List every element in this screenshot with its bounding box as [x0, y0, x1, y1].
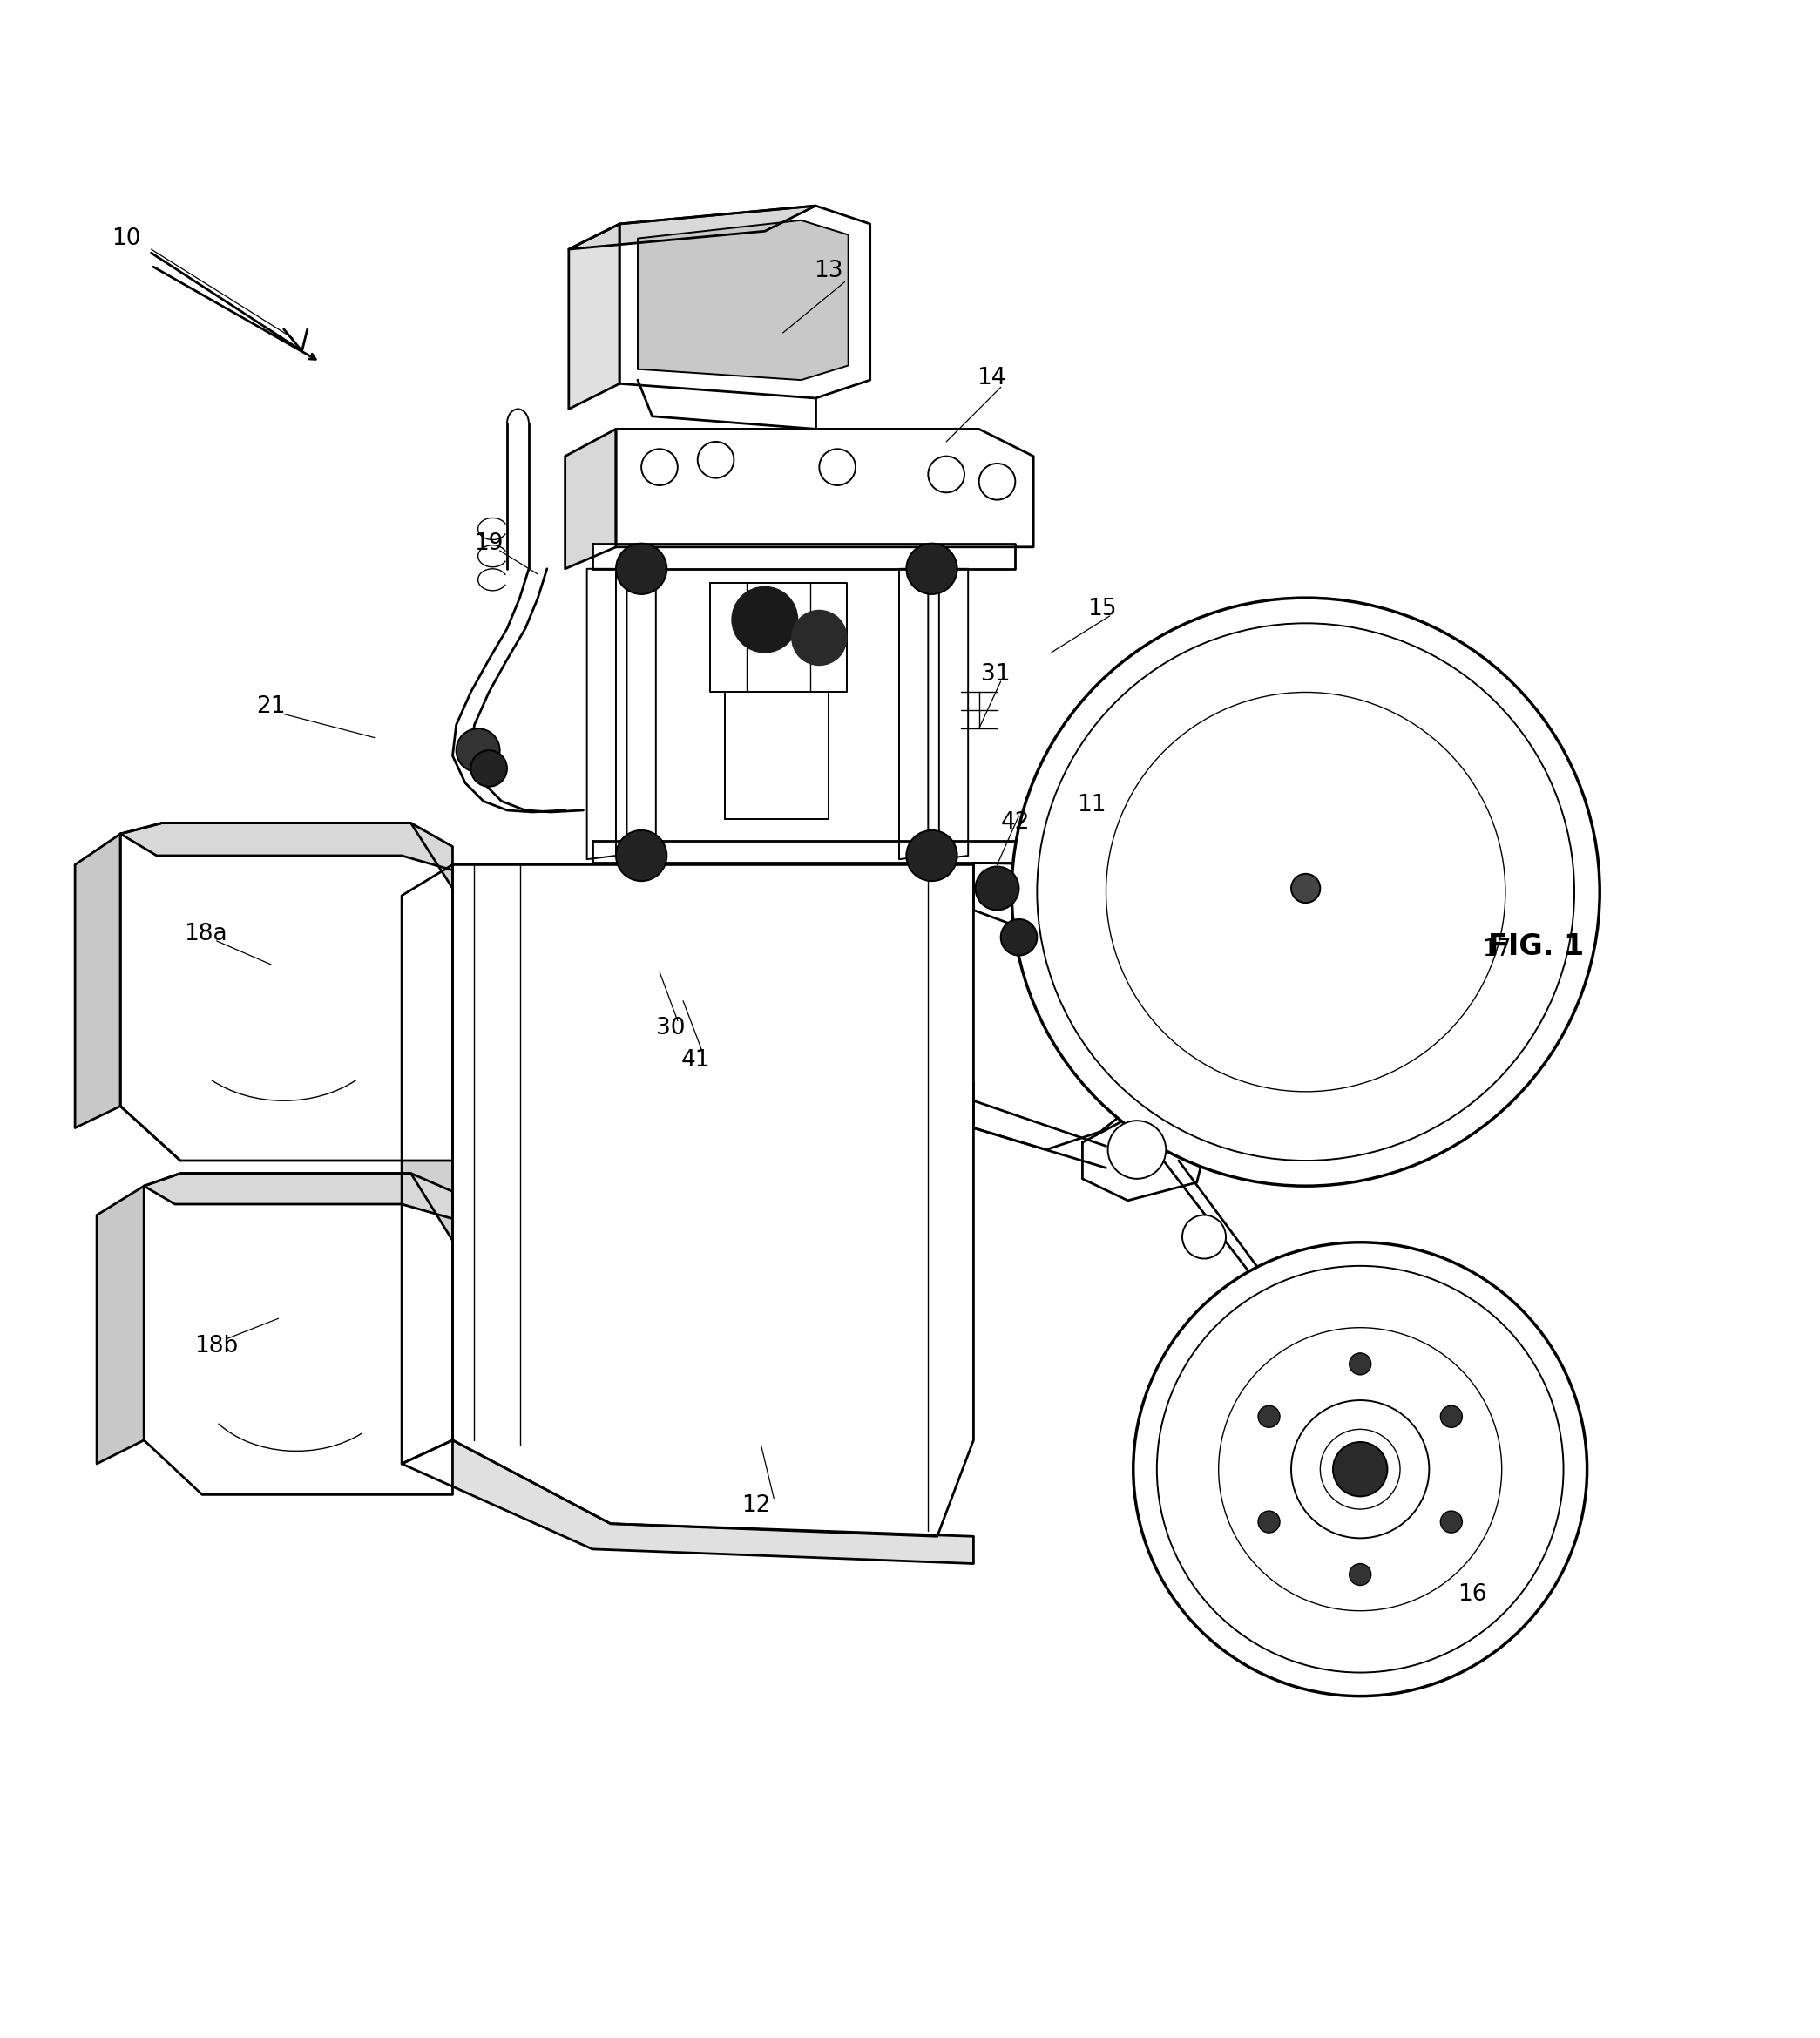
Circle shape	[1440, 1510, 1461, 1533]
Circle shape	[615, 829, 666, 880]
Text: 11: 11	[1077, 793, 1107, 815]
Polygon shape	[402, 1441, 974, 1563]
Text: 41: 41	[681, 1050, 710, 1072]
Circle shape	[792, 611, 846, 664]
Text: 13: 13	[814, 259, 843, 283]
Circle shape	[976, 866, 1019, 911]
Text: 16: 16	[1458, 1584, 1487, 1606]
Circle shape	[471, 750, 508, 787]
Text: FIG. 1: FIG. 1	[1489, 931, 1583, 960]
Circle shape	[1440, 1406, 1461, 1427]
Circle shape	[1037, 624, 1574, 1160]
Polygon shape	[144, 1174, 453, 1219]
Polygon shape	[626, 569, 655, 860]
Polygon shape	[120, 823, 453, 870]
Circle shape	[1219, 1327, 1502, 1610]
Polygon shape	[615, 430, 1034, 546]
Polygon shape	[619, 206, 870, 397]
Polygon shape	[402, 864, 453, 1463]
Circle shape	[1183, 1215, 1227, 1259]
Polygon shape	[75, 834, 120, 1127]
Polygon shape	[939, 569, 968, 860]
Circle shape	[1108, 1121, 1167, 1178]
Circle shape	[1332, 1443, 1387, 1496]
Polygon shape	[566, 430, 615, 569]
Circle shape	[1001, 919, 1037, 956]
Circle shape	[641, 448, 677, 485]
Polygon shape	[1083, 1101, 1210, 1200]
Circle shape	[1012, 597, 1600, 1186]
Polygon shape	[592, 842, 1016, 862]
Polygon shape	[568, 206, 815, 249]
Circle shape	[906, 829, 957, 880]
Text: 30: 30	[655, 1017, 684, 1039]
Polygon shape	[974, 862, 1110, 937]
Circle shape	[1134, 1243, 1587, 1696]
Polygon shape	[568, 224, 619, 410]
Polygon shape	[592, 544, 1016, 569]
Circle shape	[819, 448, 855, 485]
Polygon shape	[974, 964, 1183, 1149]
Circle shape	[1107, 693, 1505, 1092]
Text: 14: 14	[977, 367, 1006, 389]
Circle shape	[1258, 1510, 1279, 1533]
Text: 19: 19	[475, 532, 504, 554]
Polygon shape	[96, 1186, 144, 1463]
Polygon shape	[453, 864, 974, 1537]
Text: 31: 31	[981, 662, 1010, 685]
Polygon shape	[586, 569, 615, 860]
Circle shape	[732, 587, 797, 652]
Circle shape	[1349, 1563, 1370, 1586]
Text: 10: 10	[111, 226, 140, 251]
Text: 12: 12	[741, 1494, 770, 1516]
Text: 21: 21	[257, 695, 286, 717]
Circle shape	[615, 544, 666, 595]
Text: 18b: 18b	[195, 1335, 238, 1357]
Circle shape	[979, 463, 1016, 499]
Polygon shape	[637, 220, 848, 379]
Polygon shape	[899, 569, 928, 860]
Circle shape	[1290, 1400, 1429, 1539]
Text: 42: 42	[1001, 811, 1030, 834]
Circle shape	[457, 728, 501, 772]
Text: 18a: 18a	[184, 923, 228, 946]
Text: 17: 17	[1481, 940, 1511, 962]
Text: 15: 15	[1088, 597, 1117, 620]
Circle shape	[928, 457, 965, 493]
Polygon shape	[710, 583, 846, 693]
Circle shape	[1349, 1353, 1370, 1376]
Circle shape	[697, 442, 733, 479]
Polygon shape	[144, 1174, 453, 1494]
Circle shape	[1290, 874, 1319, 903]
Circle shape	[1158, 1266, 1563, 1673]
Polygon shape	[120, 823, 453, 1160]
Circle shape	[906, 544, 957, 595]
Circle shape	[1258, 1406, 1279, 1427]
